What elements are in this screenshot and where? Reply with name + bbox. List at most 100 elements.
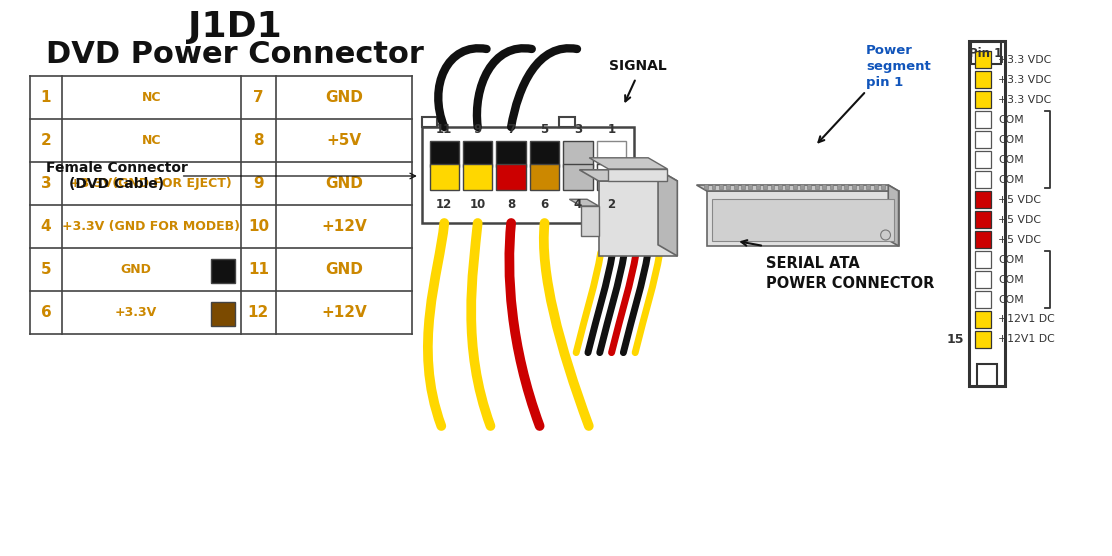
- Text: 12: 12: [436, 198, 453, 211]
- Bar: [421, 127, 634, 223]
- Text: (DVD Cable): (DVD Cable): [69, 177, 165, 191]
- Text: 12: 12: [248, 305, 269, 320]
- Text: 15: 15: [947, 333, 964, 346]
- Text: 9: 9: [254, 176, 264, 191]
- Text: 9: 9: [474, 123, 481, 136]
- Text: +12V: +12V: [321, 305, 367, 320]
- Bar: [837, 184, 841, 189]
- Bar: [793, 184, 796, 189]
- Text: 11: 11: [248, 262, 269, 277]
- Text: SERIAL ATA
POWER CONNECTOR: SERIAL ATA POWER CONNECTOR: [766, 256, 934, 291]
- Bar: [975, 251, 991, 268]
- Bar: [975, 231, 991, 248]
- Text: 11: 11: [436, 123, 453, 136]
- Bar: [463, 141, 493, 167]
- Text: Power
segment
pin 1: Power segment pin 1: [866, 43, 931, 88]
- Text: 4: 4: [41, 219, 51, 234]
- Text: +3.3V: +3.3V: [115, 306, 157, 319]
- Bar: [975, 271, 991, 288]
- Polygon shape: [888, 185, 898, 246]
- Bar: [763, 184, 767, 189]
- Text: GND: GND: [325, 262, 363, 277]
- Text: COM: COM: [997, 155, 1024, 165]
- Text: 8: 8: [254, 133, 264, 148]
- Bar: [211, 301, 235, 325]
- Text: 5: 5: [41, 262, 51, 277]
- Text: 6: 6: [41, 305, 51, 320]
- Text: Female Connector: Female Connector: [46, 161, 188, 175]
- Text: Pin 1: Pin 1: [970, 47, 1003, 59]
- Bar: [421, 117, 437, 127]
- Text: COM: COM: [997, 115, 1024, 125]
- Polygon shape: [707, 191, 898, 246]
- Text: +3.3V (GND FOR MODEB): +3.3V (GND FOR MODEB): [62, 220, 240, 233]
- Polygon shape: [608, 169, 667, 181]
- Text: GND: GND: [120, 263, 151, 276]
- Text: +5V: +5V: [327, 133, 361, 148]
- Polygon shape: [712, 199, 894, 241]
- Bar: [975, 171, 991, 188]
- Bar: [858, 184, 863, 189]
- Bar: [977, 364, 997, 386]
- Bar: [771, 184, 774, 189]
- Text: 8: 8: [507, 198, 515, 211]
- Text: 4: 4: [574, 198, 582, 211]
- Text: +12V: +12V: [321, 219, 367, 234]
- Bar: [975, 91, 991, 108]
- Text: COM: COM: [997, 255, 1024, 265]
- Bar: [800, 184, 804, 189]
- Text: 3: 3: [574, 123, 582, 136]
- Circle shape: [881, 230, 891, 240]
- Text: J1D1: J1D1: [188, 10, 281, 44]
- Text: COM: COM: [997, 275, 1024, 285]
- Bar: [529, 164, 559, 190]
- Bar: [756, 184, 759, 189]
- Bar: [211, 259, 235, 282]
- Bar: [496, 164, 526, 190]
- Text: DVD Power Connector: DVD Power Connector: [46, 40, 424, 69]
- Bar: [463, 164, 493, 190]
- Text: +3.3 VDC: +3.3 VDC: [997, 54, 1051, 64]
- Bar: [712, 184, 715, 189]
- Text: NC: NC: [141, 134, 161, 147]
- Bar: [529, 141, 559, 167]
- Bar: [972, 42, 1001, 64]
- Text: COM: COM: [997, 175, 1024, 185]
- Bar: [975, 51, 991, 68]
- Bar: [874, 184, 877, 189]
- Bar: [822, 184, 826, 189]
- Bar: [866, 184, 871, 189]
- Text: COM: COM: [997, 135, 1024, 145]
- Bar: [778, 184, 782, 189]
- Text: 2: 2: [41, 133, 51, 148]
- Bar: [559, 117, 575, 127]
- Bar: [975, 331, 991, 348]
- Text: 10: 10: [469, 198, 486, 211]
- Bar: [852, 184, 855, 189]
- Text: +5 VDC: +5 VDC: [997, 195, 1041, 205]
- Bar: [830, 184, 834, 189]
- Bar: [975, 291, 991, 308]
- Bar: [975, 311, 991, 328]
- Bar: [975, 71, 991, 88]
- Polygon shape: [598, 181, 677, 256]
- Text: NC: NC: [141, 91, 161, 104]
- Polygon shape: [579, 170, 677, 181]
- Text: 2: 2: [607, 198, 616, 211]
- Bar: [597, 141, 626, 167]
- Text: 6: 6: [540, 198, 548, 211]
- Bar: [975, 191, 991, 208]
- Text: COM: COM: [997, 295, 1024, 305]
- Bar: [726, 184, 731, 189]
- Bar: [704, 184, 708, 189]
- Bar: [807, 184, 812, 189]
- Bar: [815, 184, 818, 189]
- Bar: [564, 164, 593, 190]
- Bar: [975, 131, 991, 148]
- Text: +12V1 DC: +12V1 DC: [997, 335, 1054, 345]
- Text: 1: 1: [607, 123, 616, 136]
- Polygon shape: [569, 199, 598, 206]
- Polygon shape: [696, 185, 898, 191]
- Text: +5 VDC: +5 VDC: [997, 215, 1041, 225]
- Text: +5 VDC: +5 VDC: [997, 235, 1041, 245]
